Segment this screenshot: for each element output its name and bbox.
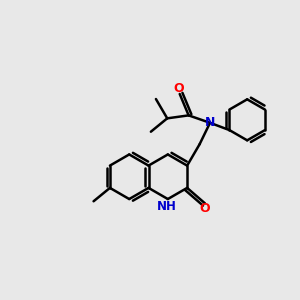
Text: NH: NH bbox=[157, 200, 177, 213]
Text: O: O bbox=[173, 82, 184, 95]
Text: N: N bbox=[205, 116, 215, 129]
Text: O: O bbox=[200, 202, 210, 215]
